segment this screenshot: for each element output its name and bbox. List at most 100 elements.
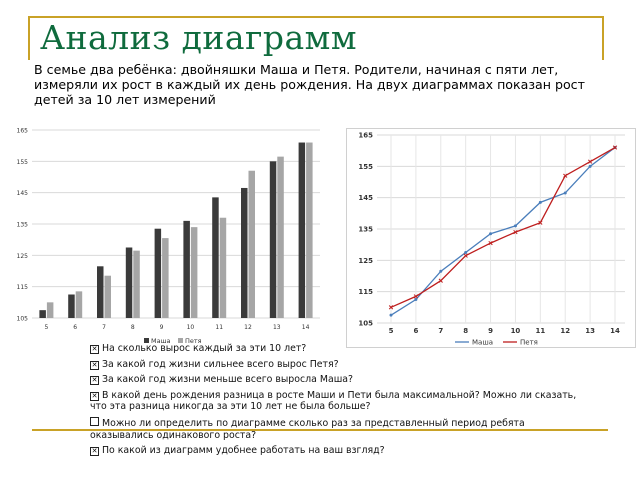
x-tick-label: 14 bbox=[302, 324, 310, 331]
x-tick-label: 11 bbox=[535, 327, 545, 335]
x-tick-label: 5 bbox=[44, 324, 48, 331]
checkbox-icon: ✕ bbox=[90, 376, 99, 386]
question-text: За какой год жизни сильнее всего вырос П… bbox=[102, 358, 339, 370]
question-text: По какой из диаграмм удобнее работать на… bbox=[102, 445, 385, 457]
bar-masha bbox=[125, 247, 133, 318]
point-masha bbox=[538, 200, 542, 204]
legend-swatch bbox=[178, 338, 183, 343]
bar-masha bbox=[183, 220, 190, 318]
point-petya bbox=[413, 294, 419, 299]
bar-petya bbox=[133, 250, 140, 318]
question-text: На сколько вырос каждый за эти 10 лет? bbox=[102, 343, 307, 354]
point-petya bbox=[488, 240, 493, 246]
y-tick-label: 155 bbox=[17, 159, 29, 166]
point-petya bbox=[513, 229, 518, 235]
point-masha bbox=[439, 269, 443, 273]
x-tick-label: 8 bbox=[131, 324, 135, 331]
x-tick-label: 6 bbox=[413, 327, 418, 335]
question-text: Можно ли определить по диаграмме сколько… bbox=[90, 418, 525, 441]
x-tick-label: 12 bbox=[244, 324, 252, 331]
point-petya bbox=[587, 159, 593, 164]
y-tick-label: 135 bbox=[358, 226, 373, 234]
bar-masha bbox=[269, 161, 277, 318]
question-item: ✕ За какой год жизни меньше всего выросла… bbox=[90, 374, 580, 386]
bar-masha bbox=[241, 187, 248, 318]
frame-line-bottom bbox=[32, 429, 608, 431]
question-item: Можно ли определить по диаграмме сколько… bbox=[90, 417, 580, 441]
y-tick-label: 125 bbox=[17, 253, 29, 260]
point-masha bbox=[588, 164, 592, 168]
x-tick-label: 14 bbox=[610, 327, 620, 335]
x-tick-label: 9 bbox=[160, 324, 164, 331]
x-tick-label: 11 bbox=[215, 324, 223, 331]
y-tick-label: 115 bbox=[17, 284, 29, 291]
point-masha bbox=[513, 224, 517, 228]
x-tick-label: 7 bbox=[438, 327, 443, 335]
slide-title: Анализ диаграмм bbox=[40, 18, 358, 57]
point-masha bbox=[414, 298, 418, 301]
y-tick-label: 165 bbox=[17, 128, 29, 135]
point-petya bbox=[463, 253, 468, 258]
point-masha bbox=[464, 251, 468, 254]
checkbox-icon: ✕ bbox=[90, 391, 99, 401]
x-tick-label: 13 bbox=[585, 327, 595, 335]
y-tick-label: 105 bbox=[17, 316, 29, 323]
legend-label: Маша bbox=[472, 339, 493, 347]
legend-label: Петя bbox=[520, 339, 538, 347]
point-petya bbox=[438, 278, 443, 283]
question-item: ✕ По какой из диаграмм удобнее работать н… bbox=[90, 445, 580, 457]
bar-petya bbox=[219, 217, 227, 318]
x-tick-label: 13 bbox=[273, 324, 281, 331]
point-petya bbox=[563, 173, 568, 178]
bar-petya bbox=[75, 291, 83, 318]
y-tick-label: 155 bbox=[358, 163, 373, 171]
series-line-masha bbox=[390, 147, 616, 316]
checkbox-icon bbox=[90, 417, 99, 427]
bar-petya bbox=[162, 238, 169, 318]
legend-swatch bbox=[144, 338, 149, 343]
x-tick-label: 12 bbox=[560, 327, 570, 335]
point-masha bbox=[489, 232, 493, 236]
bar-petya bbox=[46, 302, 54, 318]
checkbox-icon: ✕ bbox=[90, 447, 99, 457]
frame-line-top bbox=[28, 16, 604, 18]
bar-masha bbox=[97, 266, 104, 318]
bar-petya bbox=[306, 142, 313, 318]
y-tick-label: 145 bbox=[358, 194, 373, 202]
question-item: ✕ На сколько вырос каждый за эти 10 лет? bbox=[90, 343, 580, 355]
question-item: ✕ В какой день рождения разница в росте М… bbox=[90, 390, 580, 413]
slide-intro: В семье два ребёнка: двойняшки Маша и Пе… bbox=[34, 62, 585, 107]
y-tick-label: 115 bbox=[358, 288, 373, 296]
legend-label: Петя bbox=[185, 337, 202, 345]
point-petya bbox=[388, 305, 394, 310]
bar-masha bbox=[154, 228, 162, 318]
x-tick-label: 7 bbox=[102, 324, 106, 331]
checkbox-icon: ✕ bbox=[90, 360, 99, 370]
legend-label: Маша bbox=[151, 337, 171, 345]
series-line-petya bbox=[390, 146, 616, 308]
bar-petya bbox=[277, 156, 284, 318]
point-petya bbox=[538, 220, 543, 225]
checkbox-icon: ✕ bbox=[90, 345, 99, 354]
point-petya bbox=[612, 145, 618, 150]
bar-petya bbox=[104, 275, 111, 318]
question-item: ✕ За какой год жизни сильнее всего вырос … bbox=[90, 359, 580, 371]
frame-line-right bbox=[602, 16, 604, 60]
x-tick-label: 8 bbox=[463, 327, 468, 335]
point-masha bbox=[389, 313, 393, 317]
x-tick-label: 5 bbox=[389, 327, 394, 335]
question-list: ✕ На сколько вырос каждый за эти 10 лет? … bbox=[90, 343, 580, 461]
bar-masha bbox=[298, 142, 306, 318]
y-tick-label: 105 bbox=[358, 320, 373, 328]
bar-petya bbox=[190, 227, 198, 318]
bar-chart: 105 115 125 135 145 155 165 5 6 7 8 9 10 11 12 13 14 Маша… bbox=[8, 122, 328, 354]
y-tick-label: 165 bbox=[358, 132, 373, 140]
bar-masha bbox=[68, 294, 75, 318]
line-chart: 105 115 125 135 145 155 165 5 6 7 8 9 10 11 12 13 14 Маша… bbox=[346, 128, 636, 348]
x-tick-label: 10 bbox=[187, 324, 195, 331]
bar-masha bbox=[39, 310, 46, 318]
y-tick-label: 135 bbox=[17, 222, 29, 229]
y-tick-label: 125 bbox=[358, 257, 373, 265]
bar-petya bbox=[248, 170, 255, 318]
question-text: В какой день рождения разница в росте Ма… bbox=[90, 389, 577, 413]
